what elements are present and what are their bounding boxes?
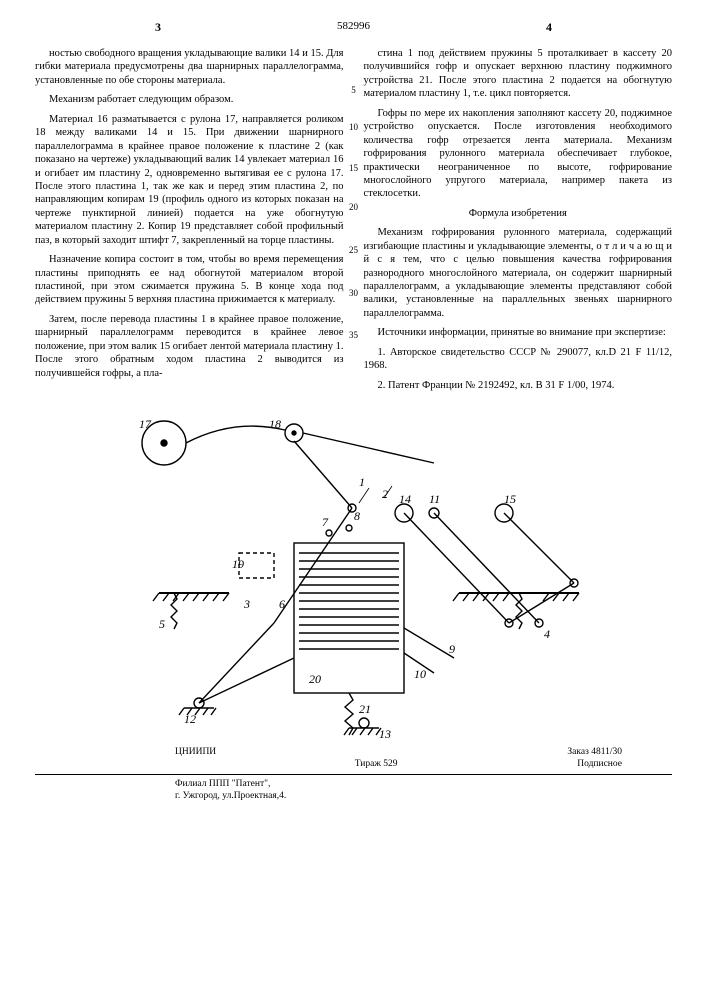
body-text: 2. Патент Франции № 2192492, кл. B 31 F … — [364, 379, 673, 392]
diag-label: 18 — [269, 417, 281, 431]
body-text: Материал 16 разматывается с рулона 17, н… — [35, 113, 344, 247]
page-number-right: 4 — [546, 20, 552, 35]
footer-tirazh: Тираж 529 — [355, 758, 398, 770]
diag-label: 10 — [414, 667, 426, 681]
formula-title: Формула изобретения — [364, 207, 673, 220]
footer-org: ЦНИИПИ — [175, 746, 216, 758]
footer-order: Заказ 4811/30 — [567, 746, 622, 758]
body-text: Затем, после перевода пластины 1 в крайн… — [35, 313, 344, 380]
diag-label: 21 — [359, 702, 371, 716]
ref-text: 1. Авторское свидетельство СССР № 290077… — [378, 347, 609, 358]
footer-address: г. Ужгород, ул.Проектная,4. — [175, 790, 672, 802]
mechanism-diagram: 17 18 1 7 8 2 14 11 15 19 3 5 6 20 21 10… — [104, 408, 604, 738]
diag-label: 14 — [399, 492, 411, 506]
diag-label: 19 — [232, 557, 244, 571]
diag-label: 5 — [159, 617, 165, 631]
footer: ЦНИИПИ Заказ 4811/30 Тираж 529 Подписное… — [35, 746, 672, 802]
diag-label: 3 — [243, 597, 250, 611]
line-marker: 20 — [349, 202, 358, 212]
body-text: Механизм работает следующим образом. — [35, 93, 344, 106]
ref-text: 2. Патент Франции № 2192492, кл. — [378, 380, 536, 391]
diag-label: 11 — [429, 492, 440, 506]
line-marker: 5 — [351, 85, 356, 95]
diag-label: 2 — [382, 487, 388, 501]
diag-label: 6 — [279, 597, 285, 611]
diag-label: 17 — [139, 417, 152, 431]
body-text: ностью свободного вращения укладывающие … — [35, 47, 344, 87]
page-number-left: 3 — [155, 20, 161, 35]
footer-branch: Филиал ППП "Патент", — [175, 778, 672, 790]
body-text: Источники информации, принятые во вниман… — [364, 326, 673, 339]
body-text: стина 1 под действием пружины 5 проталки… — [364, 47, 673, 101]
class-code-icon: D — [608, 347, 616, 358]
line-marker: 15 — [349, 163, 358, 173]
ref-text: 31 F 1/00, 1974. — [543, 380, 615, 391]
body-text: Гофры по мере их накопления заполняют ка… — [364, 107, 673, 201]
diag-label: 8 — [354, 509, 360, 523]
diag-label: 7 — [322, 515, 329, 529]
diag-label: 4 — [544, 627, 550, 641]
line-marker: 35 — [349, 330, 358, 340]
right-column: стина 1 под действием пружины 5 проталки… — [364, 47, 673, 398]
line-marker: 30 — [349, 288, 358, 298]
diag-label: 15 — [504, 492, 516, 506]
text-columns: ностью свободного вращения укладывающие … — [35, 47, 672, 398]
body-text: Назначение копира состоит в том, чтобы в… — [35, 253, 344, 307]
body-text: Механизм гофрирования рулонного материал… — [364, 226, 673, 320]
diag-label: 13 — [379, 727, 391, 738]
line-marker: 10 — [349, 122, 358, 132]
diag-label: 12 — [184, 712, 196, 726]
footer-sign: Подписное — [577, 758, 622, 770]
patent-number: 582996 — [337, 20, 370, 32]
body-text: 1. Авторское свидетельство СССР № 290077… — [364, 346, 673, 373]
left-column: ностью свободного вращения укладывающие … — [35, 47, 344, 398]
line-marker: 25 — [349, 245, 358, 255]
diag-label: 9 — [449, 642, 455, 656]
diag-label: 1 — [359, 475, 365, 489]
class-code-icon: B — [536, 380, 543, 391]
page-header: 3 582996 4 — [35, 20, 672, 32]
diag-label: 20 — [309, 672, 321, 686]
